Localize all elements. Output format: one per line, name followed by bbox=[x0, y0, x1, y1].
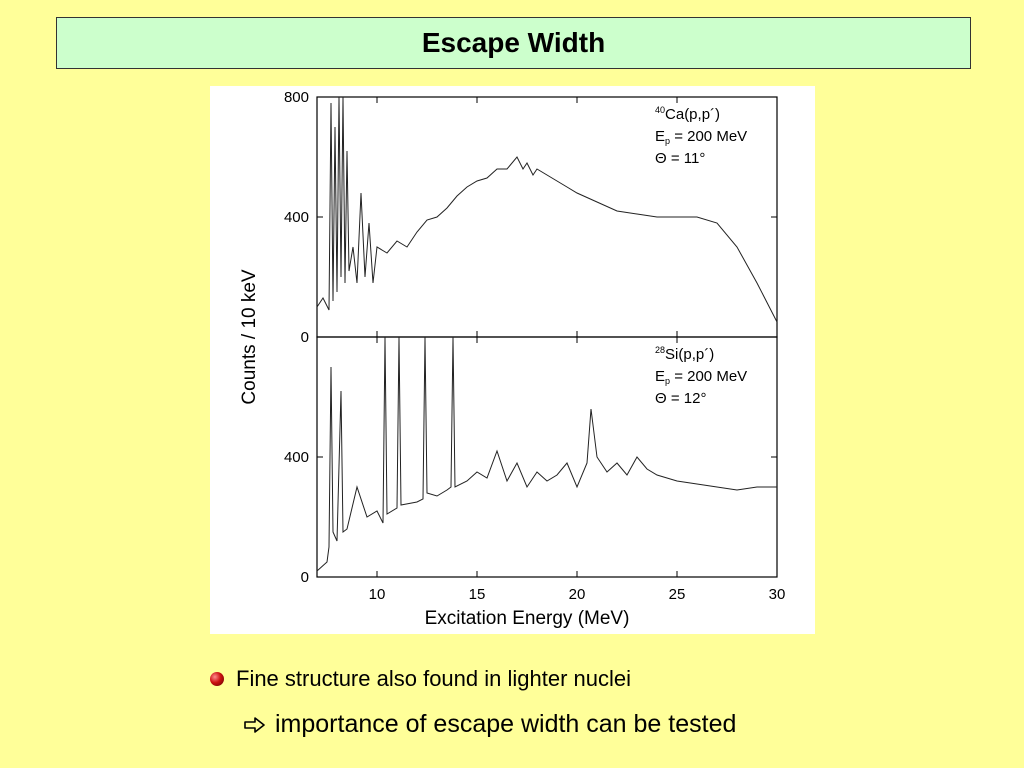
reaction-label: 28Si(p,p´) bbox=[655, 345, 714, 363]
bullet-text: Fine structure also found in lighter nuc… bbox=[236, 666, 631, 691]
sub-bullet-text: importance of escape width can be tested bbox=[275, 710, 737, 738]
spectrum-line-2 bbox=[316, 336, 777, 572]
y-axis-title: Counts / 10 keV bbox=[239, 269, 260, 405]
reaction-label: 40Ca(p,p´) bbox=[655, 105, 720, 123]
x-tick-label: 30 bbox=[769, 586, 786, 603]
page-title: Escape Width bbox=[421, 27, 606, 58]
bullet-item: Fine structure also found in lighter nuc… bbox=[210, 666, 631, 692]
sub-bullet-item: importance of escape width can be tested bbox=[243, 710, 736, 739]
beam-energy-label: Ep = 200 MeV bbox=[655, 128, 747, 146]
y-tick-label: 0 bbox=[301, 329, 309, 346]
x-tick-label: 10 bbox=[369, 586, 386, 603]
x-tick-label: 15 bbox=[469, 586, 486, 603]
angle-label: Θ = 11° bbox=[655, 150, 705, 167]
beam-energy-label: Ep = 200 MeV bbox=[655, 368, 747, 386]
y-tick-label: 400 bbox=[284, 449, 309, 466]
x-tick-label: 25 bbox=[669, 586, 686, 603]
x-tick-label: 20 bbox=[569, 586, 586, 603]
y-tick-label: 800 bbox=[284, 89, 309, 106]
hollow-right-arrow-icon bbox=[244, 716, 265, 733]
title-box: Escape Width bbox=[56, 17, 971, 69]
angle-label: Θ = 12° bbox=[655, 390, 706, 407]
x-axis-title: Excitation Energy (MeV) bbox=[425, 608, 630, 629]
spectrum-chart: 0 400 800 40Ca(p,p´) Ep = 200 MeV Θ = 11° 0 400… bbox=[239, 89, 786, 629]
y-tick-label: 400 bbox=[284, 209, 309, 226]
spectrum-figure: 0 400 800 40Ca(p,p´) Ep = 200 MeV Θ = 11° 0 400… bbox=[210, 86, 815, 634]
spectrum-line-1 bbox=[316, 96, 778, 323]
y-tick-label: 0 bbox=[301, 569, 309, 586]
red-sphere-bullet-icon bbox=[210, 672, 224, 686]
